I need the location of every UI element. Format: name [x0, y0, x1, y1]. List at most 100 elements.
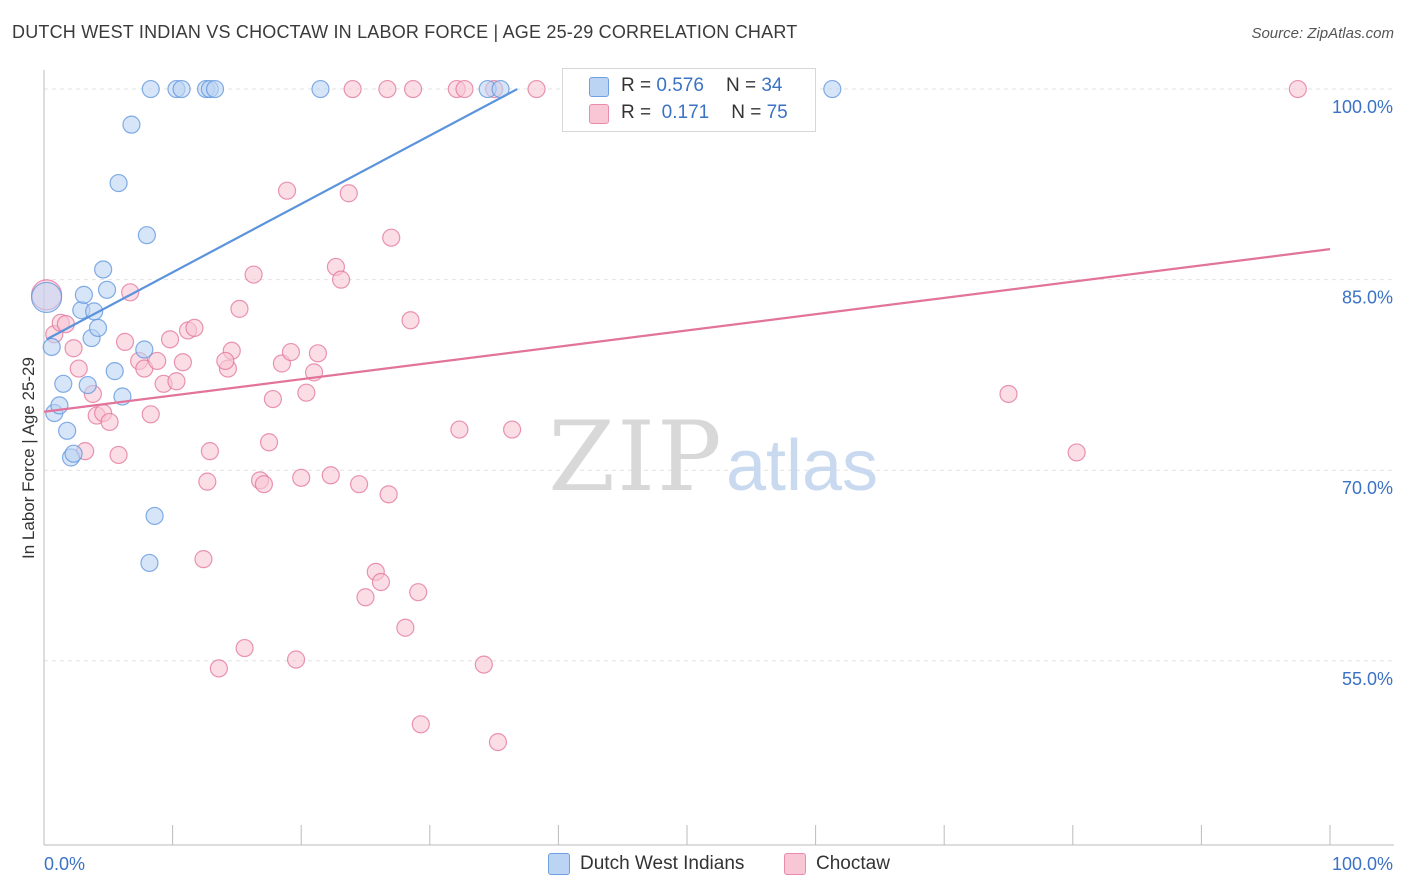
point-dutch-west-indians [145, 506, 164, 526]
legend-r-label: R = [621, 102, 652, 123]
point-choctaw [286, 650, 306, 669]
watermark-atlas: atlas [726, 426, 878, 506]
point-choctaw [263, 389, 283, 409]
point-dutch-west-indians [94, 260, 113, 279]
point-dutch-west-indians [135, 340, 154, 359]
legend-r-label: R = [621, 75, 652, 96]
point-choctaw [292, 468, 311, 487]
series-name-dutch-west-indians: Dutch West Indians [580, 853, 745, 874]
watermark: ZIP atlas [548, 401, 878, 513]
point-choctaw [450, 420, 469, 439]
point-choctaw [527, 79, 546, 99]
y-axis-title: In Labor Force | Age 25-29 [19, 357, 38, 559]
point-choctaw [64, 339, 83, 358]
point-choctaw [277, 181, 297, 200]
legend-n-label: N = [731, 102, 762, 123]
data-points [30, 79, 1307, 752]
point-dutch-west-indians [122, 115, 141, 134]
point-dutch-west-indians [88, 318, 108, 338]
point-choctaw [382, 228, 401, 247]
point-dutch-west-indians [205, 79, 225, 99]
point-choctaw [235, 638, 254, 658]
series-legend-dutch-west-indians: Dutch West Indians [548, 852, 744, 876]
legend-n-value: 75 [766, 102, 788, 123]
point-choctaw [403, 79, 423, 99]
legend-row-choctaw: R = 0.171 N = 75 [621, 101, 788, 125]
x-tick-label-max: 100.0% [1332, 854, 1393, 874]
point-choctaw [411, 715, 430, 734]
watermark-zip: ZIP [548, 401, 723, 513]
point-choctaw [244, 265, 263, 284]
point-choctaw [259, 433, 279, 452]
point-choctaw [343, 79, 362, 99]
legend-r-value: 0.171 [661, 102, 710, 123]
point-choctaw [216, 351, 235, 371]
point-dutch-west-indians [97, 280, 117, 299]
point-choctaw [409, 583, 428, 602]
point-dutch-west-indians [30, 281, 63, 314]
point-choctaw [401, 311, 420, 330]
point-choctaw [148, 351, 167, 371]
point-choctaw [69, 359, 88, 378]
point-choctaw [474, 655, 493, 674]
point-choctaw [339, 184, 358, 203]
y-tick-label: 70.0% [1342, 478, 1393, 498]
series-legend-choctaw: Choctaw [784, 852, 890, 876]
chart-title: DUTCH WEST INDIAN VS CHOCTAW IN LABOR FO… [12, 22, 798, 42]
point-choctaw [455, 79, 474, 99]
trend-line-choctaw [43, 248, 1331, 413]
point-choctaw [230, 299, 249, 318]
point-choctaw [281, 342, 301, 362]
point-dutch-west-indians [311, 79, 330, 99]
point-choctaw [1067, 443, 1086, 462]
axis-labels: 100.0% 85.0% 70.0% 55.0% 0.0% 100.0% In Labor … [19, 97, 1393, 874]
legend-swatch-choctaw [589, 104, 609, 124]
axes [43, 70, 1394, 846]
point-choctaw [378, 79, 397, 99]
point-choctaw [371, 572, 391, 592]
trend-line-dutch-west-indians [46, 88, 518, 341]
x-tick-label-min: 0.0% [44, 854, 85, 874]
point-dutch-west-indians [823, 79, 842, 99]
point-choctaw [141, 405, 160, 424]
point-choctaw [356, 588, 375, 607]
legend-r-value: 0.576 [656, 75, 704, 96]
series-swatch-dutch-west-indians [548, 853, 570, 875]
point-choctaw [160, 330, 180, 349]
point-choctaw [331, 270, 351, 289]
point-dutch-west-indians [109, 173, 128, 193]
point-choctaw [254, 475, 274, 494]
point-choctaw [173, 353, 192, 372]
point-dutch-west-indians [64, 444, 83, 463]
point-choctaw [115, 332, 135, 351]
y-tick-label: 85.0% [1342, 288, 1393, 308]
point-choctaw [379, 485, 398, 504]
gridlines [44, 88, 1394, 662]
y-tick-label: 100.0% [1332, 97, 1393, 117]
point-choctaw [321, 466, 340, 485]
point-choctaw [167, 372, 186, 391]
point-choctaw [488, 732, 508, 752]
series-swatch-choctaw [784, 853, 806, 875]
point-choctaw [194, 550, 213, 569]
point-dutch-west-indians [141, 79, 160, 99]
point-choctaw [503, 420, 522, 439]
point-dutch-west-indians [140, 553, 159, 573]
point-choctaw [100, 412, 119, 432]
point-dutch-west-indians [42, 337, 61, 357]
point-choctaw [308, 344, 328, 363]
legend-n-label: N = [725, 75, 757, 96]
point-choctaw [297, 383, 316, 402]
point-choctaw [396, 618, 415, 637]
chart-source: Source: ZipAtlas.com [1251, 25, 1394, 42]
point-choctaw [198, 472, 217, 491]
legend-n-value: 34 [761, 75, 783, 96]
point-dutch-west-indians [54, 374, 73, 393]
point-choctaw [109, 445, 128, 465]
y-tick-label: 55.0% [1342, 669, 1393, 689]
legend-swatch-dutch-west-indians [589, 77, 609, 97]
legend-row-dutch-west-indians: R = 0.576 N = 34 [621, 74, 782, 98]
point-dutch-west-indians [105, 362, 124, 381]
point-choctaw [349, 475, 369, 494]
